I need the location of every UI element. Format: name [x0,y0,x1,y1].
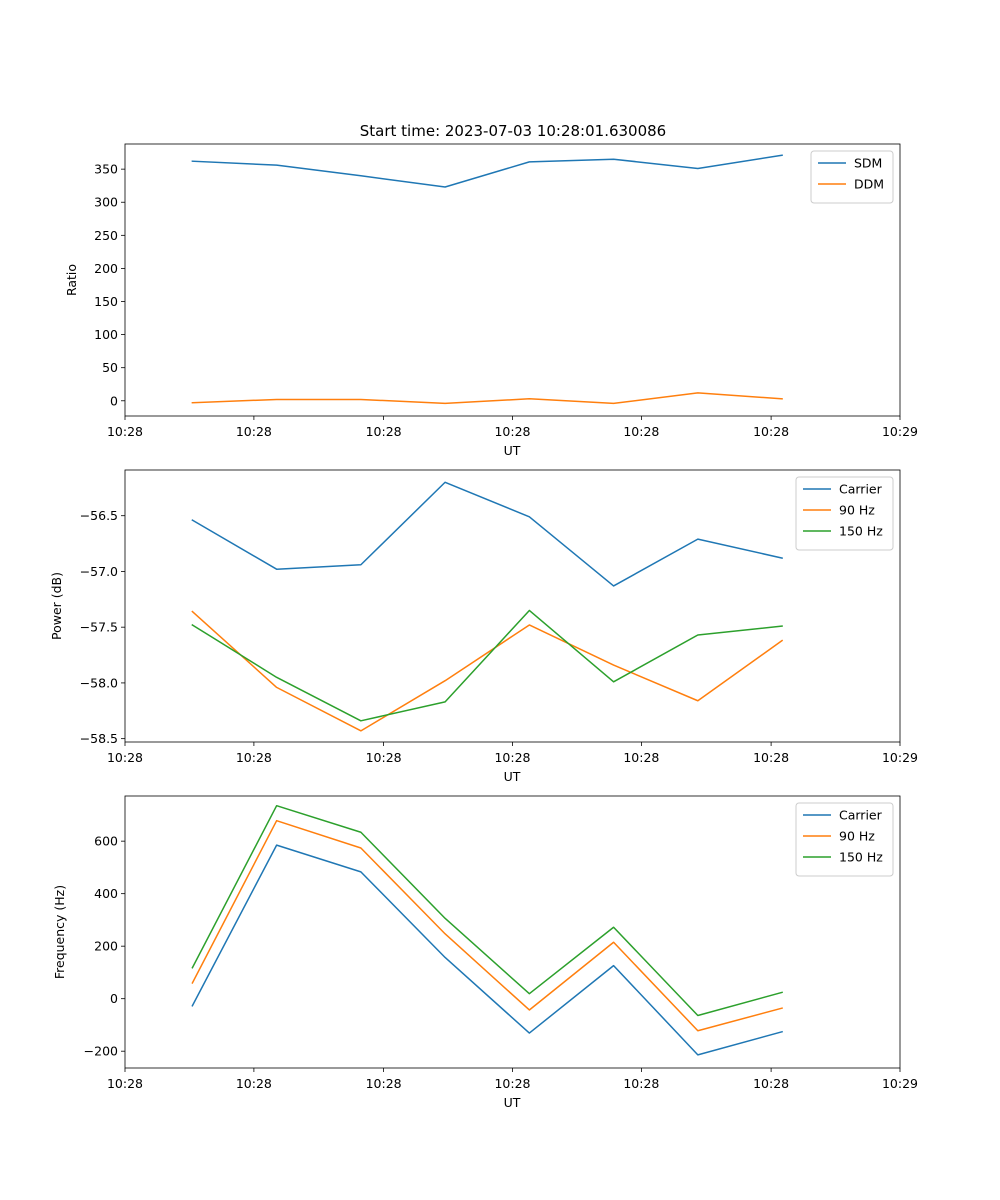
x-tick-label: 10:28 [753,1076,789,1091]
x-tick-label: 10:28 [366,750,402,765]
y-axis-label: Ratio [64,264,79,296]
y-tick-label: 250 [94,228,118,243]
y-tick-label: −56.5 [80,508,118,523]
y-tick-label: 200 [94,261,118,276]
figure-title: Start time: 2023-07-03 10:28:01.630086 [360,122,666,140]
y-tick-label: 100 [94,327,118,342]
y-tick-label: −57.5 [80,620,118,635]
y-tick-label: −200 [84,1044,118,1059]
subplot-3: 10:28 10:28 10:28 10:28 10:28 10:28 10:29 −200 0… [52,795,918,1110]
series-line-150-hz [191,609,783,722]
y-tick-label: 200 [94,939,118,954]
x-tick-label: 10:28 [494,424,530,439]
x-axis-label: UT [504,1095,521,1110]
y-tick-label: 0 [110,393,118,408]
x-tick-label: 10:28 [753,424,789,439]
x-tick-label: 10:29 [882,1076,918,1091]
x-tick-label: 10:28 [623,750,659,765]
series-line-90-hz [191,610,784,732]
legend: Carrier 90 Hz 150 Hz [795,476,894,551]
y-tick-label: 600 [94,834,118,849]
series-line-sdm [191,154,783,188]
x-tick-label: 10:29 [882,750,918,765]
x-tick-label: 10:28 [623,424,659,439]
x-tick-label: 10:28 [494,1076,530,1091]
y-tick-label: 350 [94,162,118,177]
series-line-carrier [191,481,783,587]
x-tick-label: 10:28 [494,750,530,765]
legend-label: 150 Hz [839,850,883,865]
y-tick-label: −57.0 [80,564,118,579]
x-tick-label: 10:28 [236,1076,272,1091]
legend-box [810,150,894,204]
y-tick-label: −58.0 [80,675,118,690]
x-tick-label: 10:28 [236,424,272,439]
x-tick-label: 10:28 [753,750,789,765]
y-tick-label: 150 [94,294,118,309]
legend: Carrier 90 Hz 150 Hz [795,802,894,877]
x-tick-label: 10:28 [366,424,402,439]
y-axis-label: Power (dB) [49,572,64,640]
series-line-ddm [191,392,783,405]
series-line-90-hz [191,819,783,1032]
y-axis-label: Frequency (Hz) [52,885,67,979]
x-tick-label: 10:28 [623,1076,659,1091]
legend-label: 90 Hz [839,503,875,518]
legend-label: SDM [854,156,882,171]
legend-label: Carrier [839,808,883,823]
y-tick-label: 300 [94,195,118,210]
subplot-1: 10:28 10:28 10:28 10:28 10:28 10:28 10:29 0 50 10… [64,143,918,458]
legend-label: DDM [854,177,884,192]
x-tick-label: 10:28 [107,1076,143,1091]
legend: SDM DDM [810,150,894,204]
series-line-carrier [191,844,783,1056]
legend-label: Carrier [839,482,883,497]
legend-label: 150 Hz [839,524,883,539]
series-line-150-hz [191,804,783,1017]
y-tick-label: 0 [110,991,118,1006]
x-tick-label: 10:28 [107,750,143,765]
subplots: 10:28 10:28 10:28 10:28 10:28 10:28 10:29 0 50 10… [49,143,918,1110]
x-axis-label: UT [504,443,521,458]
x-tick-label: 10:28 [107,424,143,439]
legend-label: 90 Hz [839,829,875,844]
x-tick-label: 10:29 [882,424,918,439]
subplot-2: 10:28 10:28 10:28 10:28 10:28 10:28 10:29 −58.5… [49,469,918,784]
x-tick-label: 10:28 [366,1076,402,1091]
y-tick-label: −58.5 [80,731,118,746]
y-tick-label: 400 [94,886,118,901]
x-tick-label: 10:28 [236,750,272,765]
y-tick-label: 50 [102,360,118,375]
x-axis-label: UT [504,769,521,784]
